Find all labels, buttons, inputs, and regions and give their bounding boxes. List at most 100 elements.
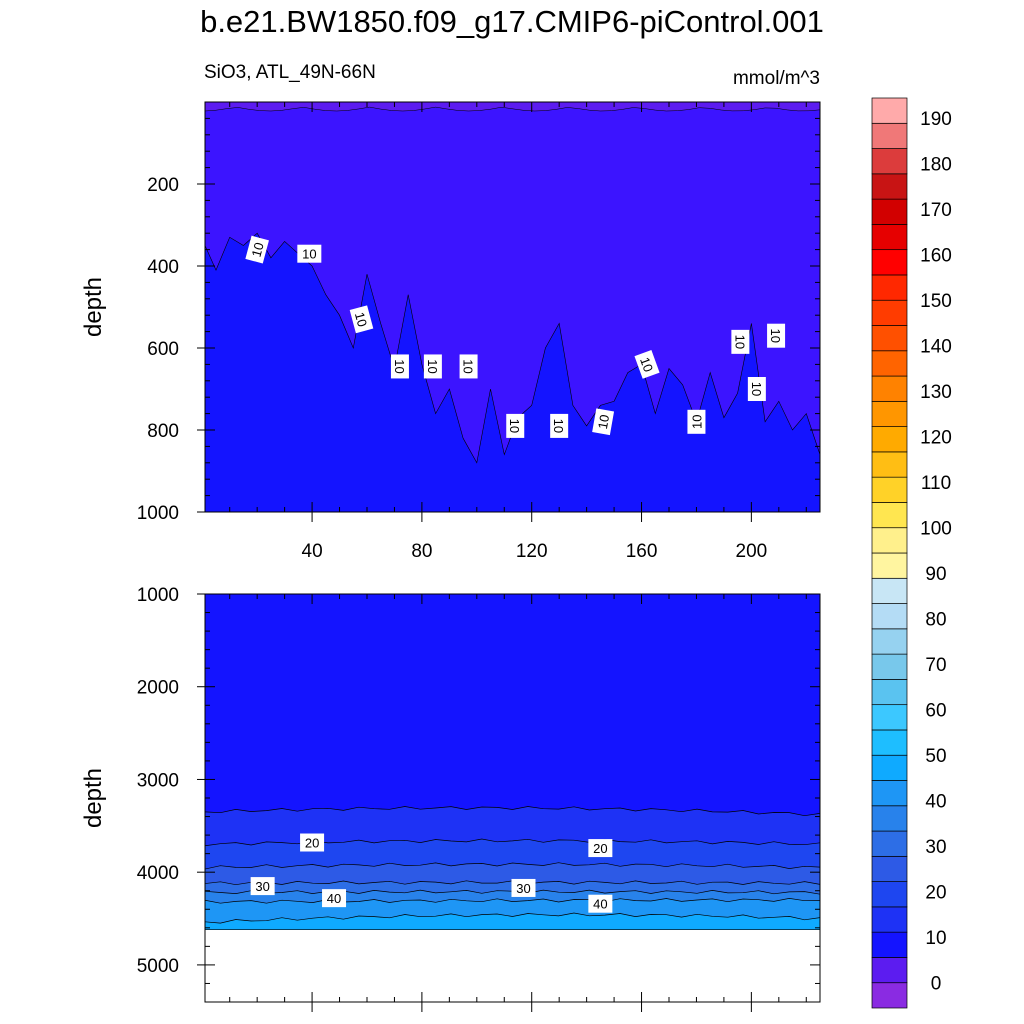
upper-frame	[204, 101, 821, 513]
colorbar-box	[871, 957, 908, 984]
contour-label-text: 10	[392, 359, 407, 373]
colorbar-box	[871, 122, 908, 149]
colorbar-label: 190	[920, 109, 952, 130]
lower-y-tick-label: 5000	[137, 956, 179, 977]
contour-label-text: 10	[637, 355, 656, 374]
lower-contour-label: 20	[588, 839, 613, 858]
contour-label-text: 20	[593, 841, 607, 856]
upper-x-tick-label: 40	[302, 541, 323, 562]
lower-y-tick-label: 1000	[137, 585, 179, 606]
upper-contour-label: 10	[390, 354, 409, 379]
colorbar-box	[871, 173, 908, 200]
lower-y-axis-title: depth	[80, 768, 107, 828]
colorbar-label: 160	[920, 245, 952, 266]
contour-label-text: 10	[551, 419, 566, 433]
contour-label-box	[300, 833, 325, 852]
lower-contour-label: 40	[322, 889, 347, 908]
contour-label-box	[588, 894, 613, 913]
colorbar-box	[871, 729, 908, 756]
upper-contour-label: 10	[459, 354, 478, 379]
contour-label-box	[588, 839, 613, 858]
contour-label-text: 40	[593, 897, 607, 912]
contour-label-text: 10	[507, 419, 522, 433]
contour-label-box	[511, 878, 536, 897]
contour-label-box	[687, 409, 706, 434]
colorbar-box	[871, 400, 908, 427]
contour-label-text: 10	[425, 359, 440, 373]
upper-contour-label: 10	[245, 235, 269, 264]
colorbar-box	[871, 628, 908, 655]
colorbar-box	[871, 754, 908, 781]
upper-contour-label: 10	[506, 413, 525, 438]
lower-contour-label: 30	[250, 877, 275, 896]
upper-y-tick-label: 800	[147, 421, 179, 442]
upper-y-tick-label: 1000	[137, 503, 179, 524]
contour-label-text: 10	[749, 382, 764, 396]
contour-label-text: 10	[249, 241, 267, 259]
contour-label-text: 30	[255, 879, 269, 894]
contour-label-box	[550, 413, 569, 438]
lower-y-tick-label: 2000	[137, 678, 179, 699]
lower-contour-line	[204, 912, 821, 924]
contour-label-box	[731, 329, 750, 354]
lower-y-tick-label: 3000	[137, 770, 179, 791]
contour-label-box	[747, 377, 766, 401]
upper-contour-label: 10	[687, 409, 706, 434]
colorbar-box	[871, 881, 908, 908]
contour-label-box	[423, 354, 442, 379]
colorbar-label: 110	[921, 473, 951, 494]
upper-x-tick-label: 160	[626, 541, 658, 562]
contour-label-text: 10	[595, 413, 612, 430]
contour-label-text: 20	[305, 836, 319, 851]
colorbar-box	[871, 249, 908, 276]
lower-contour-line	[204, 862, 821, 870]
upper-contour-label: 10	[423, 354, 442, 379]
colorbar-box	[871, 679, 908, 706]
variable-region-label: SiO3, ATL_49N-66N	[204, 62, 376, 83]
lower-no-data	[205, 929, 820, 1002]
colorbar-box	[871, 552, 908, 579]
contour-label-box	[322, 889, 347, 908]
colorbar-label: 140	[920, 336, 952, 357]
colorbar-box	[871, 805, 908, 832]
contour-label-box	[767, 323, 786, 348]
contour-label-text: 10	[732, 335, 747, 349]
contour-label-text: 10	[461, 359, 476, 373]
upper-contour-label: 10	[592, 408, 615, 436]
contour-label-text: 30	[516, 881, 530, 896]
contour-label-box	[592, 408, 615, 436]
colorbar-box	[871, 704, 908, 731]
colorbar-label: 180	[920, 154, 952, 175]
colorbar-box	[871, 780, 908, 807]
colorbar-label: 100	[920, 518, 952, 539]
upper-surface-band	[204, 101, 821, 112]
upper-contour-label: 10	[634, 350, 660, 379]
chart-title: b.e21.BW1850.f09_g17.CMIP6-piControl.001	[200, 4, 824, 39]
colorbar-label: 60	[925, 700, 946, 721]
colorbar-label: 30	[925, 837, 946, 858]
colorbar-label: 90	[925, 564, 946, 585]
upper-y-tick-label: 600	[147, 339, 179, 360]
colorbar-label: 40	[925, 791, 946, 812]
colorbar-label: 10	[925, 928, 946, 949]
colorbar-box	[871, 148, 908, 175]
colorbar-label: 20	[925, 882, 946, 903]
colorbar-label: 130	[920, 382, 952, 403]
colorbar-box	[871, 451, 908, 478]
upper-contour-label: 10	[550, 413, 569, 438]
contour-label-box	[349, 305, 374, 334]
colorbar-label: 170	[920, 200, 952, 221]
upper-y-axis-title: depth	[80, 277, 107, 337]
lower-contour-label: 30	[511, 878, 536, 897]
contour-label-box	[250, 877, 275, 896]
colorbar-box	[871, 906, 908, 933]
upper-contour-label: 10	[297, 244, 322, 263]
colorbar-box	[871, 830, 908, 857]
colorbar-box	[871, 653, 908, 680]
colorbar-label: 70	[925, 655, 946, 676]
colorbar-box	[871, 982, 908, 1009]
lower-contour-line	[204, 806, 821, 817]
contour-label-box	[390, 354, 409, 379]
lower-contour-label: 40	[588, 894, 613, 913]
